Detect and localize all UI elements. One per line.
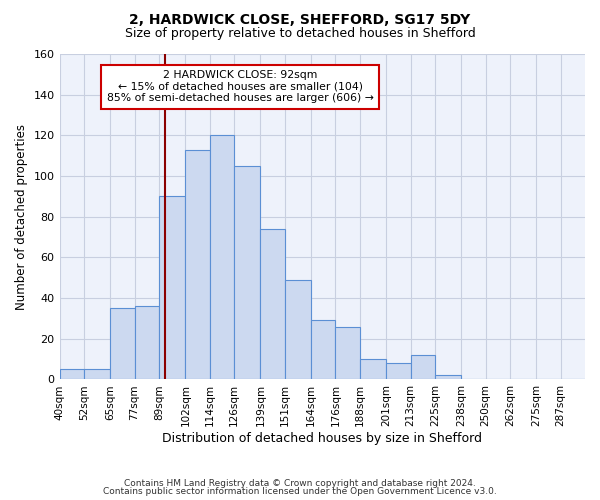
Bar — [134, 306, 159, 380]
Bar — [285, 280, 311, 380]
Bar — [110, 308, 134, 380]
Bar — [59, 370, 84, 380]
Bar — [360, 359, 386, 380]
Text: Contains public sector information licensed under the Open Government Licence v3: Contains public sector information licen… — [103, 487, 497, 496]
Bar — [159, 196, 185, 380]
Text: 2 HARDWICK CLOSE: 92sqm
← 15% of detached houses are smaller (104)
85% of semi-d: 2 HARDWICK CLOSE: 92sqm ← 15% of detache… — [107, 70, 374, 104]
Bar — [410, 355, 435, 380]
Bar — [185, 150, 209, 380]
Bar — [84, 370, 110, 380]
Bar — [311, 320, 335, 380]
Bar — [335, 326, 360, 380]
Text: Size of property relative to detached houses in Shefford: Size of property relative to detached ho… — [125, 28, 475, 40]
Y-axis label: Number of detached properties: Number of detached properties — [15, 124, 28, 310]
X-axis label: Distribution of detached houses by size in Shefford: Distribution of detached houses by size … — [162, 432, 482, 445]
Bar — [386, 363, 410, 380]
Bar — [435, 376, 461, 380]
Bar — [209, 136, 234, 380]
Text: Contains HM Land Registry data © Crown copyright and database right 2024.: Contains HM Land Registry data © Crown c… — [124, 478, 476, 488]
Text: 2, HARDWICK CLOSE, SHEFFORD, SG17 5DY: 2, HARDWICK CLOSE, SHEFFORD, SG17 5DY — [130, 12, 470, 26]
Bar — [260, 229, 285, 380]
Bar — [234, 166, 260, 380]
